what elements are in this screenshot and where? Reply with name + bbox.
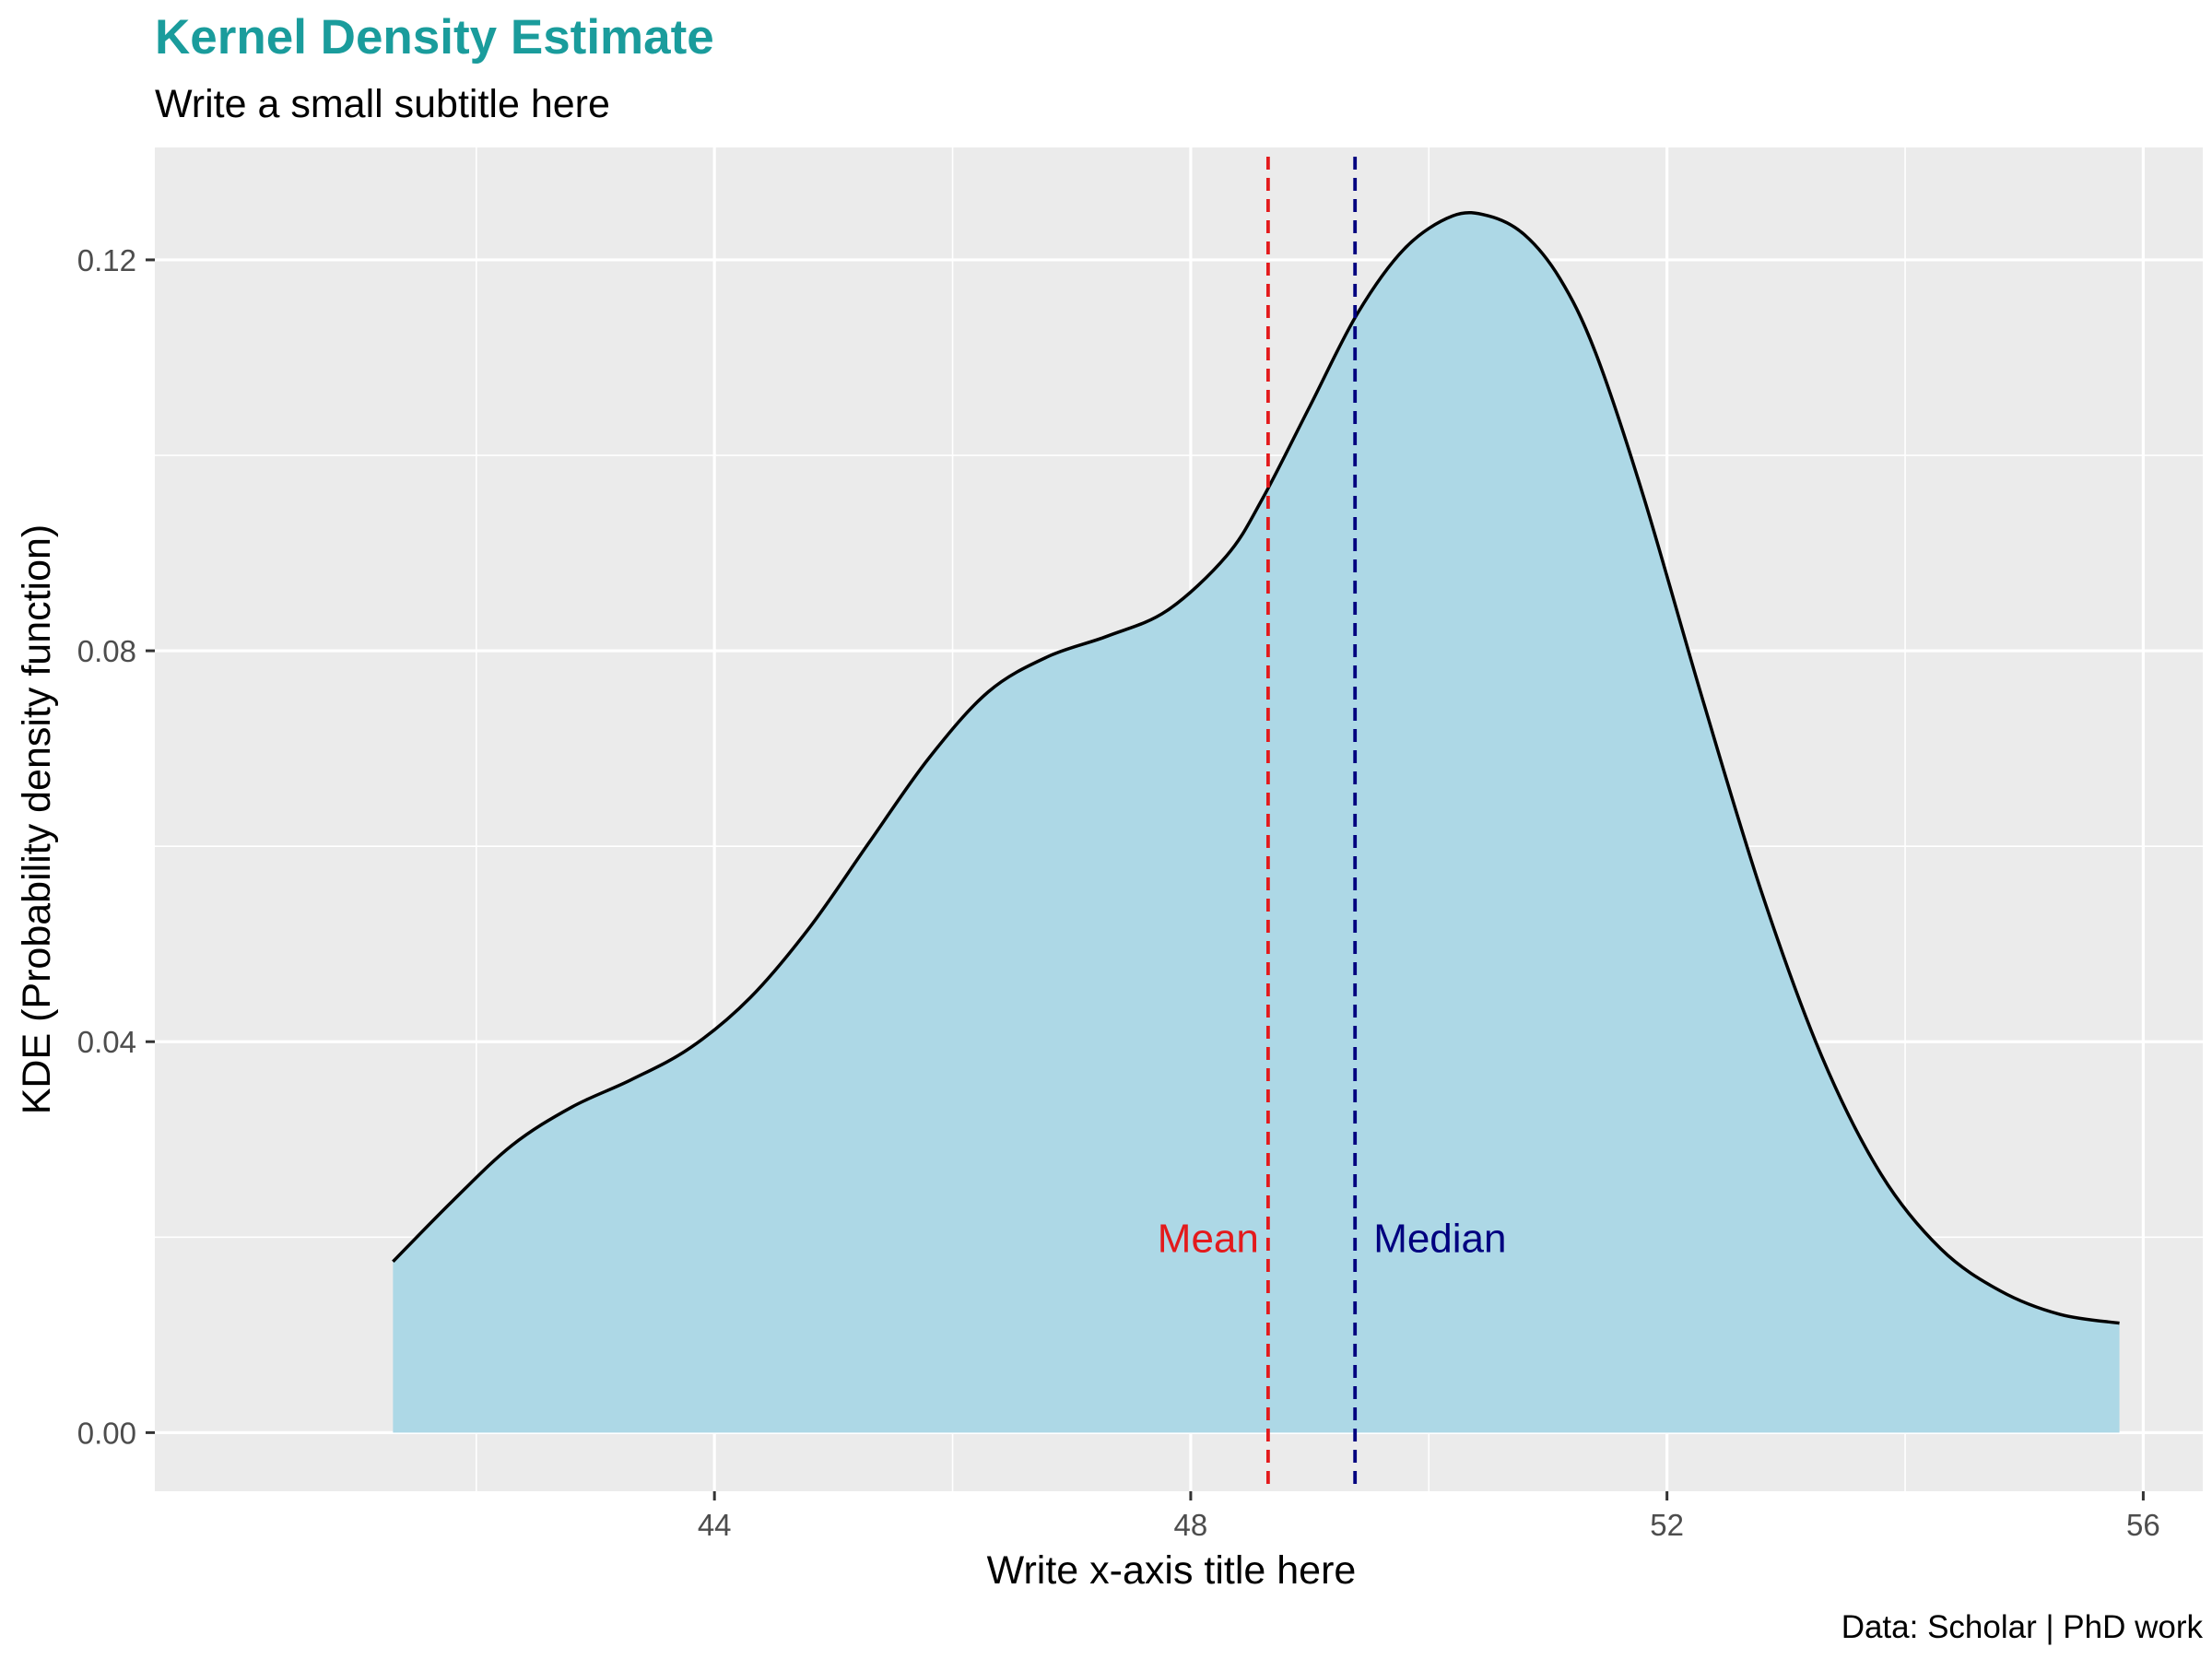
chart-caption: Data: Scholar | PhD work xyxy=(1841,1609,2204,1645)
x-tick-label: 52 xyxy=(1650,1508,1684,1542)
x-tick-label: 48 xyxy=(1174,1508,1208,1542)
density-area xyxy=(393,212,2120,1433)
x-tick-label: 56 xyxy=(2126,1508,2160,1542)
x-axis-title: Write x-axis title here xyxy=(987,1548,1357,1593)
y-tick-label: 0.04 xyxy=(77,1025,136,1059)
y-tick-label: 0.12 xyxy=(77,243,136,277)
x-axis-ticks: 44 48 52 56 xyxy=(698,1491,2160,1542)
y-tick-label: 0.08 xyxy=(77,634,136,668)
y-tick-label: 0.00 xyxy=(77,1416,136,1450)
x-tick-label: 44 xyxy=(698,1508,732,1542)
y-axis-title: KDE (Probability density function) xyxy=(15,524,59,1115)
y-axis-ticks: 0.00 0.04 0.08 0.12 xyxy=(77,243,155,1450)
chart-title: Kernel Density Estimate xyxy=(155,10,714,65)
density-curve xyxy=(392,211,2120,1325)
mean-label: Mean xyxy=(1158,1216,1259,1261)
reference-lines: Mean Median xyxy=(1158,157,1507,1491)
chart-subtitle: Write a small subtitle here xyxy=(155,82,610,126)
median-label: Median xyxy=(1373,1216,1506,1261)
